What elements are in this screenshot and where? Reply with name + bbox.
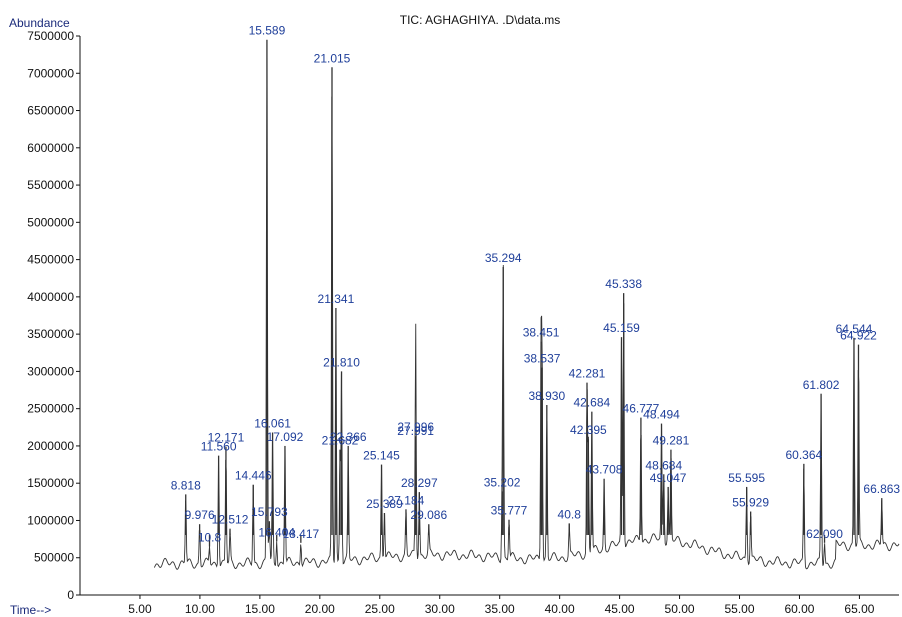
peak-label: 22.366	[330, 430, 367, 444]
x-axis-title: Time-->	[10, 603, 51, 617]
peak-label: 8.818	[171, 478, 201, 492]
peak-label: 29.086	[410, 508, 447, 522]
tic-trace	[153, 57, 900, 570]
y-tick-label: 4500000	[27, 253, 74, 267]
peak-label: 16.061	[254, 417, 291, 431]
peak-label: 14.446	[235, 469, 272, 483]
peak-label: 21.810	[323, 355, 360, 369]
peak-label: 61.802	[803, 378, 840, 392]
peak-label: 12.512	[212, 513, 249, 527]
peak-label: 66.863	[863, 482, 900, 496]
y-tick-label: 5500000	[27, 178, 74, 192]
x-tick-label: 15.00	[245, 602, 275, 616]
peak-label: 15.793	[251, 505, 288, 519]
peak-label: 16.404	[258, 525, 295, 539]
peak-label: 11.560	[201, 440, 237, 454]
peak-markers	[185, 39, 883, 547]
peak-label: 48.684	[645, 458, 682, 472]
peak-label: 12.171	[208, 431, 245, 445]
y-tick-label: 1500000	[27, 476, 74, 490]
x-tick-label: 5.00	[128, 602, 152, 616]
peak-label: 48.494	[643, 408, 680, 422]
y-tick-label: 6000000	[27, 141, 74, 155]
peak-label: 55.595	[728, 471, 765, 485]
peak-label: 21.682	[322, 434, 359, 448]
y-tick-label: 1000000	[27, 513, 74, 527]
peak-label: 21.015	[314, 51, 351, 65]
x-tick-label: 60.00	[784, 602, 814, 616]
y-axis-ticks: 0 500000 1000000 1500000 2000000 2500000 30000…	[27, 29, 80, 602]
peak-label: 38.537	[524, 352, 561, 366]
peak-label: 35.777	[491, 504, 528, 518]
peak-label: 45.338	[605, 277, 642, 291]
peak-label: 27.991	[397, 424, 434, 438]
peak-label: 49.047	[650, 471, 687, 485]
peak-label: 42.281	[569, 367, 606, 381]
peak-label: 45.159	[603, 321, 640, 335]
y-axis-title: Abundance	[9, 16, 70, 30]
x-tick-label: 10.00	[185, 602, 215, 616]
peak-label: 17.092	[267, 430, 304, 444]
x-axis-ticks: 5.00 10.00 15.00 20.00 25.00 30.00 35.00 40.00 4…	[128, 595, 875, 616]
x-tick-label: 30.00	[425, 602, 455, 616]
peak-label: 21.341	[318, 292, 355, 306]
peak-label: 42.684	[573, 396, 610, 410]
peak-label: 55.929	[732, 496, 769, 510]
x-tick-label: 25.00	[365, 602, 395, 616]
peak-label: 43.708	[586, 463, 623, 477]
y-tick-label: 3000000	[27, 364, 74, 378]
peak-label: 46.777	[623, 402, 660, 416]
peak-label: 38.930	[528, 389, 565, 403]
x-tick-label: 50.00	[665, 602, 695, 616]
x-tick-label: 35.00	[485, 602, 515, 616]
y-tick-label: 500000	[34, 551, 74, 565]
peak-label: 25.389	[366, 497, 403, 511]
peak-label: 62.090	[806, 527, 843, 541]
peak-label: 15.589	[249, 24, 286, 38]
y-tick-label: 7000000	[27, 66, 74, 80]
y-tick-label: 4000000	[27, 290, 74, 304]
peak-label: 27.184	[388, 493, 425, 507]
peak-label: 10.8	[198, 531, 222, 545]
peak-label: 25.145	[363, 449, 400, 463]
y-tick-label: 5000000	[27, 215, 74, 229]
x-tick-label: 45.00	[605, 602, 635, 616]
peak-label: 9.976	[185, 508, 215, 522]
peak-label: 38.451	[523, 326, 560, 340]
y-tick-label: 2500000	[27, 402, 74, 416]
peak-label: 60.364	[785, 448, 822, 462]
peak-label: 28.297	[401, 476, 438, 490]
peak-label: 64.544	[836, 322, 873, 336]
y-tick-label: 2000000	[27, 439, 74, 453]
peak-label: 49.281	[653, 434, 690, 448]
chart-title: TIC: AGHAGHIYA. .D\data.ms	[400, 13, 560, 27]
y-tick-label: 0	[67, 588, 74, 602]
peak-label: 35.202	[484, 475, 521, 489]
peak-label: 27.996	[397, 420, 434, 434]
y-tick-label: 7500000	[27, 29, 74, 43]
x-tick-label: 65.00	[844, 602, 874, 616]
peak-label: 64.922	[840, 329, 877, 343]
y-tick-label: 6500000	[27, 104, 74, 118]
peak-label: 35.294	[485, 251, 522, 265]
x-tick-label: 55.00	[725, 602, 755, 616]
peak-label: 40.8	[558, 507, 582, 521]
peak-label: 18.417	[282, 527, 319, 541]
peak-label: 42.395	[570, 423, 607, 437]
x-tick-label: 20.00	[305, 602, 335, 616]
x-tick-label: 40.00	[545, 602, 575, 616]
y-tick-label: 3500000	[27, 327, 74, 341]
